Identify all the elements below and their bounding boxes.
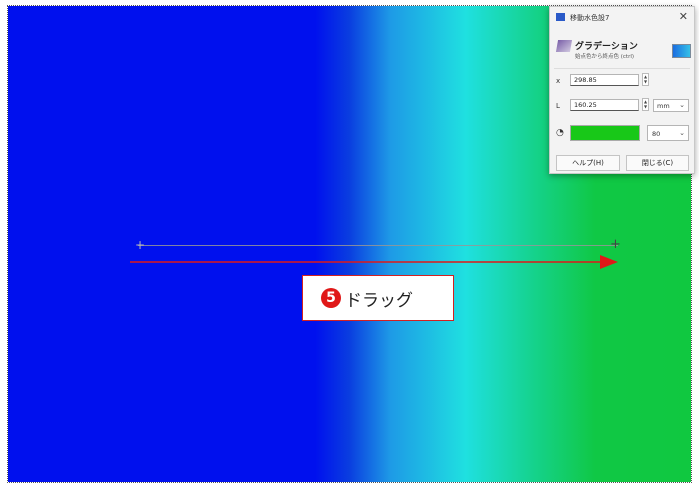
- unit-select[interactable]: mm ⌄: [653, 99, 689, 112]
- panel-divider: [554, 68, 690, 69]
- chevron-down-icon: ⌄: [679, 101, 685, 109]
- help-button[interactable]: ヘルプ(H): [556, 155, 620, 171]
- gradient-swatch[interactable]: [672, 44, 691, 58]
- l-field-label: L: [556, 102, 560, 110]
- chevron-down-icon: ⌄: [679, 129, 685, 137]
- gradient-tool-icon: [555, 40, 573, 52]
- step-instruction: ドラッグ: [345, 290, 413, 311]
- drag-arrow: [130, 255, 618, 269]
- color-icon: ◔: [556, 128, 564, 138]
- step-number-badge: 5: [321, 288, 341, 308]
- close-icon[interactable]: ✕: [678, 10, 688, 23]
- gradient-start-handle[interactable]: +: [135, 238, 146, 252]
- x-input[interactable]: 298.85: [570, 74, 639, 86]
- l-spinner[interactable]: ▲ ▼: [642, 98, 649, 111]
- panel-title: 移動水色設7: [570, 14, 610, 22]
- tool-description: 始点色から終点色 (ctrl): [575, 54, 635, 60]
- panel-titlebar[interactable]: 移動水色設7 ✕: [550, 7, 694, 27]
- app-icon: [556, 13, 565, 21]
- gradient-guide-line: [138, 245, 618, 246]
- gradient-end-handle[interactable]: +: [610, 237, 621, 252]
- l-input[interactable]: 160.25: [570, 99, 639, 111]
- color-picker[interactable]: [570, 125, 640, 141]
- opacity-value: 80: [652, 130, 661, 138]
- gradient-settings-panel: 移動水色設7 ✕ グラデーション 始点色から終点色 (ctrl) x 298.8…: [549, 6, 695, 174]
- x-spinner[interactable]: ▲ ▼: [642, 73, 649, 86]
- unit-value: mm: [657, 102, 670, 110]
- x-field-label: x: [556, 77, 561, 85]
- close-button[interactable]: 閉じる(C): [626, 155, 689, 171]
- step-callout: 5 ドラッグ: [302, 275, 454, 321]
- tool-name: グラデーション: [575, 42, 638, 52]
- opacity-select[interactable]: 80 ⌄: [647, 125, 689, 141]
